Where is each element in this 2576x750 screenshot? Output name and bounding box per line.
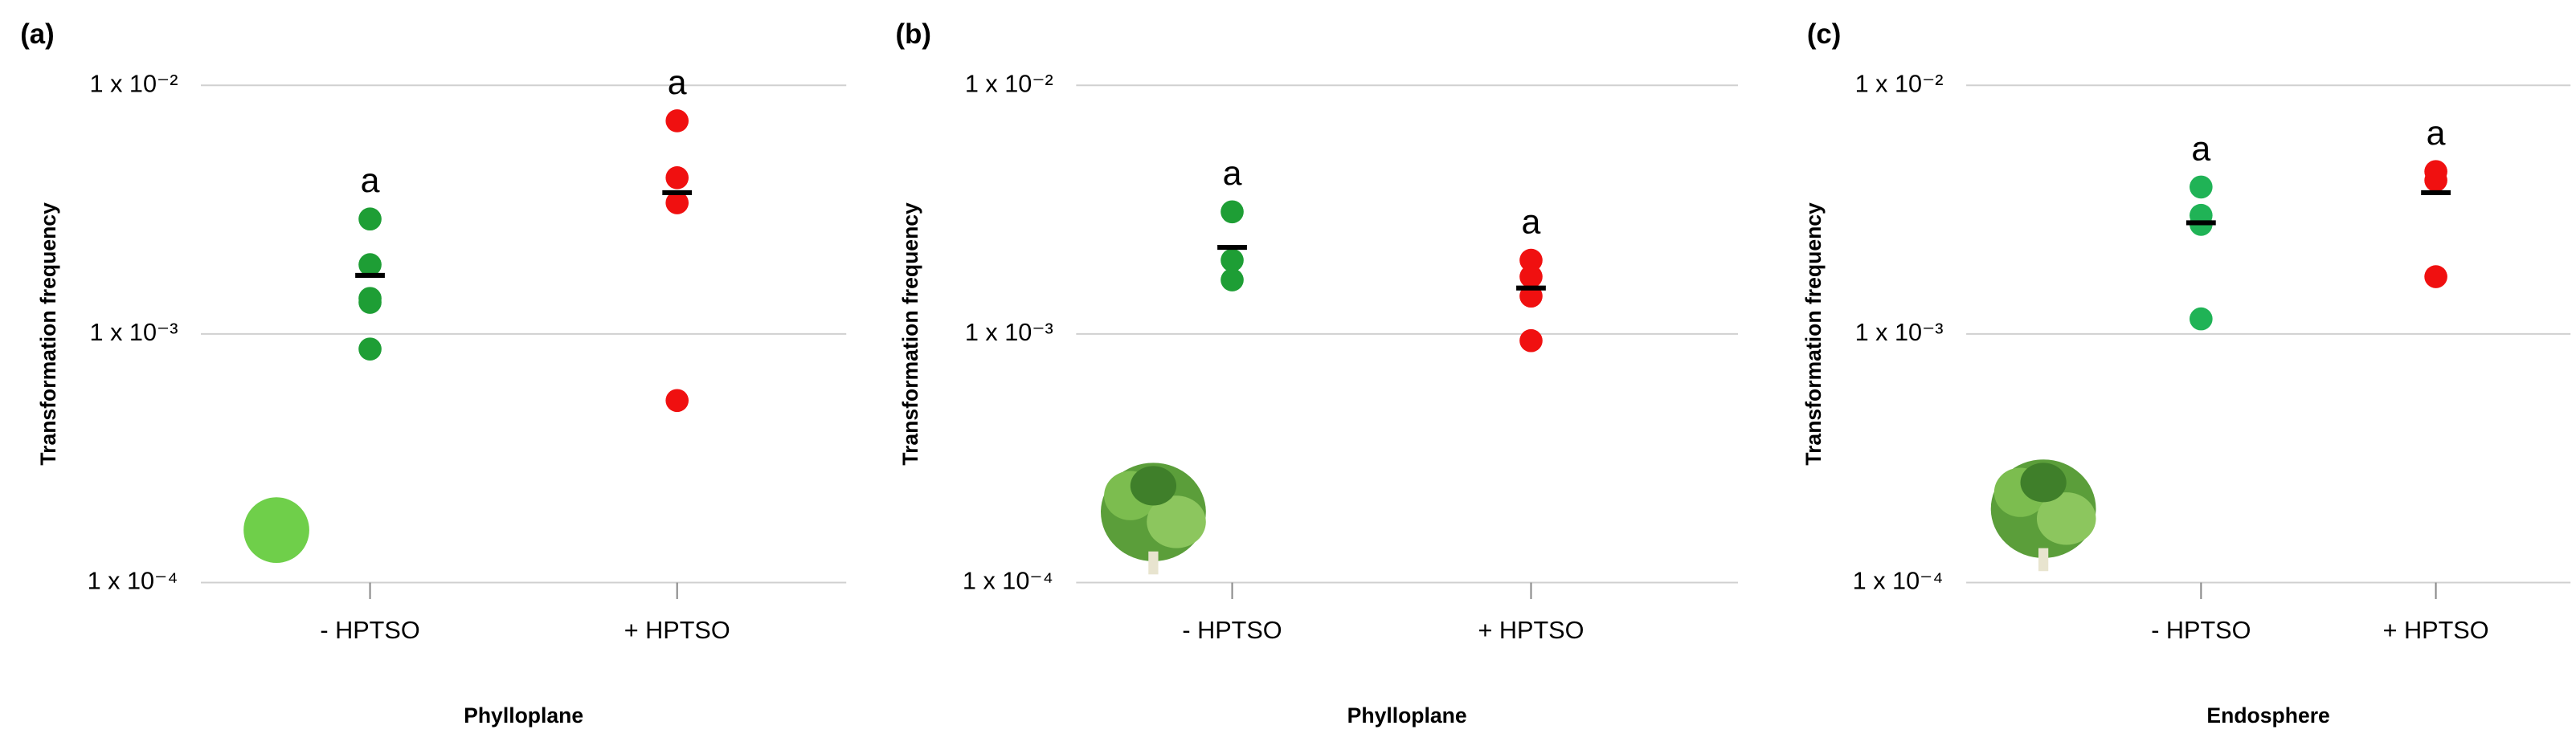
x-tick-label: + HPTSO [2383,617,2489,644]
significance-letter: a [361,161,380,200]
data-point [2424,169,2447,192]
y-tick-label: 1 x 10⁻³ [965,319,1053,346]
x-tick-label: - HPTSO [320,617,419,644]
data-point [358,291,382,314]
data-point [2190,307,2213,331]
panel-label: (c) [1807,19,1841,50]
lettuce-icon [1990,459,2096,572]
data-point [1519,265,1543,288]
x-tick-label: - HPTSO [2151,617,2251,644]
x-axis-title: Phylloplane [464,703,583,728]
significance-letter: a [2191,129,2210,168]
y-tick-label: 1 x 10⁻⁴ [1853,568,1944,595]
significance-letter: a [2427,114,2446,153]
data-point [665,191,689,214]
y-axis-title: Transformation frequency [36,202,60,466]
panel-label: (a) [20,19,54,50]
significance-letter: a [1223,154,1242,193]
y-axis-title: Transformation frequency [1801,202,1826,466]
data-point [358,337,382,361]
x-tick-label: + HPTSO [1478,617,1584,644]
significance-letter: a [1522,202,1541,241]
data-point [1221,248,1244,272]
decorative-circle [243,497,309,564]
x-tick-label: - HPTSO [1182,617,1282,644]
data-point [1519,248,1543,272]
x-axis-title: Phylloplane [1347,703,1467,728]
y-tick-label: 1 x 10⁻⁴ [88,568,178,595]
data-point [665,109,689,132]
panel-label: (b) [896,19,931,50]
y-tick-label: 1 x 10⁻³ [90,319,178,346]
data-point [665,389,689,413]
y-axis-title: Transformation frequency [898,202,922,466]
data-point [358,207,382,231]
lettuce-icon [1101,463,1206,575]
significance-letter: a [668,63,687,102]
data-point [1221,200,1244,224]
data-point [2190,175,2213,199]
data-point [1519,328,1543,353]
data-point [1221,268,1244,291]
data-point [665,166,689,190]
y-tick-label: 1 x 10⁻² [1855,70,1944,97]
y-tick-label: 1 x 10⁻⁴ [963,568,1053,595]
x-tick-label: + HPTSO [624,617,730,644]
x-axis-title: Endosphere [2206,703,2329,728]
y-tick-label: 1 x 10⁻³ [1855,319,1944,346]
y-tick-label: 1 x 10⁻² [965,70,1053,97]
data-point [2424,265,2447,288]
data-point [358,253,382,276]
y-tick-label: 1 x 10⁻² [90,70,178,97]
